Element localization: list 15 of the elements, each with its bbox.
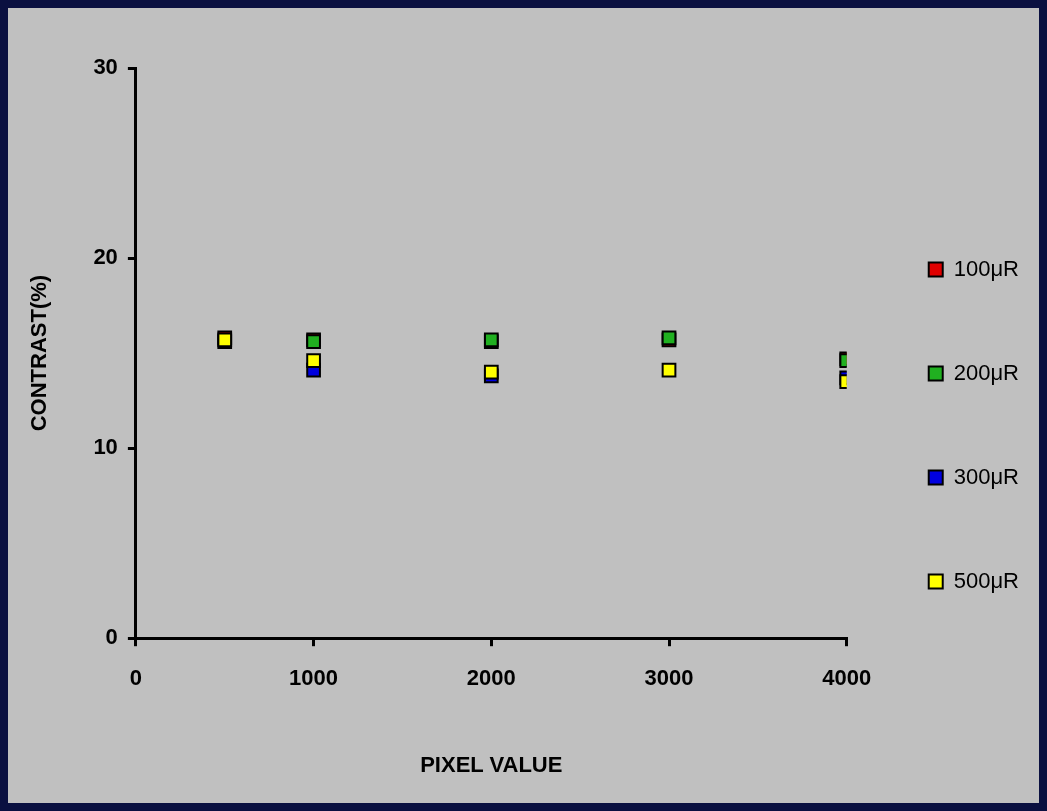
legend-label: 300μR [953, 463, 1020, 489]
x-tick-label: 3000 [644, 665, 694, 691]
x-tick-label: 0 [129, 665, 142, 691]
legend-label: 500μR [953, 567, 1020, 593]
x-tick-label: 2000 [466, 665, 516, 691]
legend-label: 100μR [953, 255, 1020, 281]
x-tick-label: 1000 [289, 665, 339, 691]
legend-label: 200μR [953, 359, 1020, 385]
y-tick-label: 0 [105, 624, 118, 650]
y-tick-label: 30 [93, 54, 118, 80]
y-tick-label: 20 [93, 244, 118, 270]
y-tick-label: 10 [93, 434, 118, 460]
x-axis-title: PIXEL VALUE [420, 751, 563, 777]
x-tick-label: 4000 [822, 665, 872, 691]
y-axis-title: CONTRAST(%) [26, 274, 52, 432]
